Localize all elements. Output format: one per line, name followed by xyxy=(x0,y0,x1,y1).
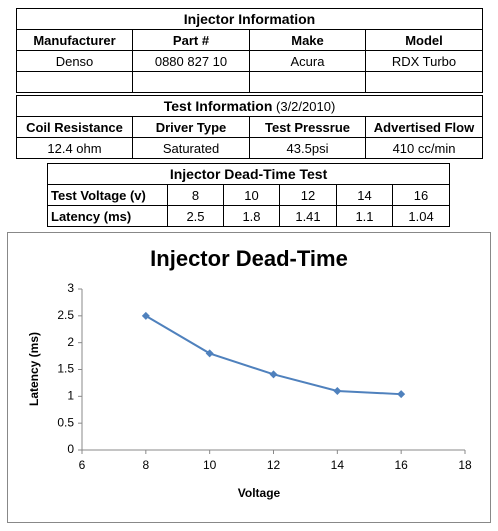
x-axis-label: Voltage xyxy=(238,486,281,500)
empty-cell xyxy=(249,71,366,93)
table-date: (3/2/2010) xyxy=(276,99,336,114)
data-cell: 12.4 ohm xyxy=(16,137,133,159)
table-title: Injector Dead-Time Test xyxy=(46,163,451,185)
header-cell: Test Pressrue xyxy=(249,116,366,138)
data-cell: RDX Turbo xyxy=(364,50,484,72)
data-cell: 43.5psi xyxy=(249,137,366,159)
empty-row xyxy=(16,71,484,93)
header-row: Coil Resistance Driver Type Test Pressrue A… xyxy=(16,116,484,138)
table-title: Injector Information xyxy=(15,8,484,30)
header-cell: Manufacturer xyxy=(16,29,133,51)
table: Test Information (3/2/2010) Coil Resistan… xyxy=(15,95,484,159)
header-cell: Make xyxy=(249,29,366,51)
data-point xyxy=(269,370,278,379)
table-title: Test Information xyxy=(163,98,273,114)
header-cell: Part # xyxy=(132,29,250,51)
table: Injector Information Manufacturer Part # Ma… xyxy=(15,8,484,93)
y-tick-label: 2 xyxy=(67,335,74,349)
title-row: Test Information (3/2/2010) xyxy=(15,95,484,117)
data-cell: 14 xyxy=(336,184,393,206)
data-cell: 16 xyxy=(391,184,451,206)
data-cell: 0880 827 10 xyxy=(132,50,250,72)
x-tick-label: 10 xyxy=(203,458,217,472)
data-cell: Denso xyxy=(16,50,133,72)
data-cell: 2.5 xyxy=(167,205,224,227)
table: Injector Dead-Time Test Test Voltage (v) 8… xyxy=(46,163,451,227)
title-row: Injector Information xyxy=(15,8,484,30)
data-cell: 1.41 xyxy=(279,205,337,227)
row-header: Test Voltage (v) xyxy=(47,184,168,206)
header-cell: Model xyxy=(364,29,484,51)
y-tick-label: 2.5 xyxy=(57,308,74,322)
data-cell: 1.04 xyxy=(391,205,451,227)
data-cell: 1.1 xyxy=(336,205,393,227)
data-row: Latency (ms) 2.5 1.8 1.41 1.1 1.04 xyxy=(47,205,451,227)
data-cell: 8 xyxy=(167,184,224,206)
chart-title: Injector Dead-Time xyxy=(150,246,348,271)
y-tick-label: 1 xyxy=(67,389,74,403)
chart-border xyxy=(7,232,491,523)
title-row: Injector Dead-Time Test xyxy=(46,163,451,185)
y-tick-label: 0 xyxy=(67,442,74,456)
x-tick-label: 8 xyxy=(142,458,149,472)
empty-cell xyxy=(132,71,250,93)
y-tick-label: 3 xyxy=(67,281,74,295)
data-row: Denso 0880 827 10 Acura RDX Turbo xyxy=(16,50,484,72)
empty-cell xyxy=(16,71,133,93)
data-cell: 10 xyxy=(223,184,280,206)
x-tick-label: 6 xyxy=(79,458,86,472)
y-tick-label: 1.5 xyxy=(57,362,74,376)
x-tick-label: 12 xyxy=(267,458,281,472)
header-cell: Advertised Flow xyxy=(364,116,484,138)
header-row: Manufacturer Part # Make Model xyxy=(16,29,484,51)
data-cell: 410 cc/min xyxy=(364,137,484,159)
chart: Injector Dead-Time Voltage Latency (ms) … xyxy=(7,232,491,523)
header-cell: Driver Type xyxy=(132,116,250,138)
y-axis-label: Latency (ms) xyxy=(27,332,41,406)
x-tick-label: 16 xyxy=(394,458,408,472)
x-tick-label: 18 xyxy=(458,458,472,472)
data-row: Test Voltage (v) 8 10 12 14 16 xyxy=(47,184,451,206)
data-cell: 12 xyxy=(279,184,337,206)
empty-cell xyxy=(364,71,484,93)
x-tick-label: 14 xyxy=(331,458,345,472)
table-title-cell: Test Information (3/2/2010) xyxy=(15,95,484,117)
header-cell: Coil Resistance xyxy=(16,116,133,138)
data-cell: 1.8 xyxy=(223,205,280,227)
data-point xyxy=(205,349,214,358)
y-tick-label: 0.5 xyxy=(57,415,74,429)
data-point xyxy=(397,390,406,399)
row-header: Latency (ms) xyxy=(47,205,168,227)
data-cell: Saturated xyxy=(132,137,250,159)
data-row: 12.4 ohm Saturated 43.5psi 410 cc/min xyxy=(16,137,484,159)
data-cell: Acura xyxy=(249,50,366,72)
data-point xyxy=(141,311,150,320)
data-point xyxy=(333,386,342,395)
